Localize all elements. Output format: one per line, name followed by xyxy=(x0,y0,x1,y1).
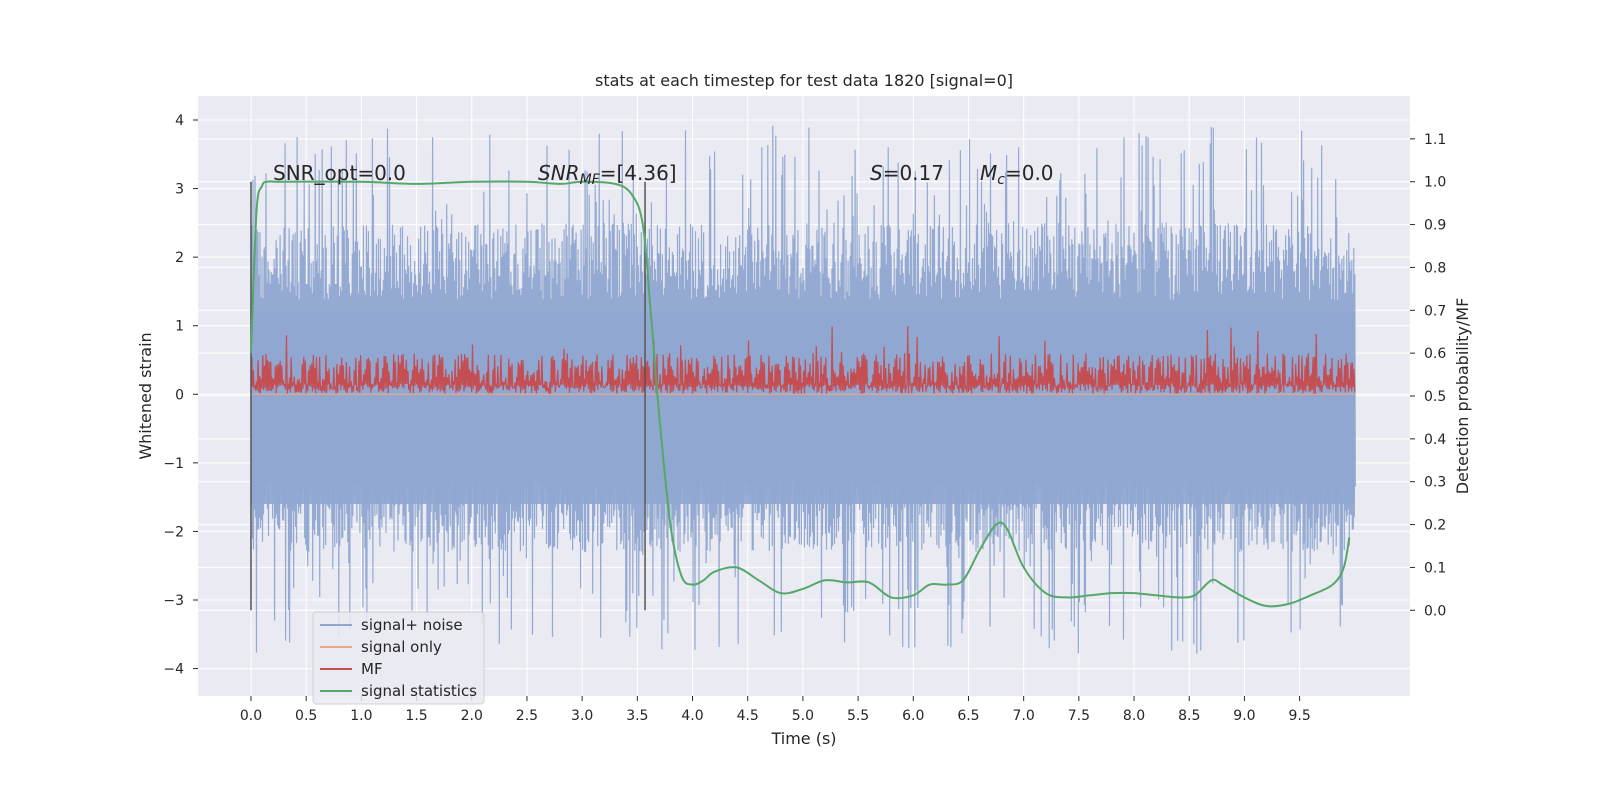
x-tick-label: 8.0 xyxy=(1123,708,1145,724)
y-tick-label: 1 xyxy=(175,319,184,335)
signal-noise-series xyxy=(250,125,1356,654)
annotation-snr-opt: SNR_opt=0.0 xyxy=(273,161,406,185)
y-tick-label: 4 xyxy=(175,113,184,129)
x-tick-label: 1.5 xyxy=(405,708,427,724)
y2-tick-label: 0.7 xyxy=(1424,303,1446,319)
x-tick-label: 9.5 xyxy=(1288,708,1310,724)
y-axis-label: Whitened strain xyxy=(136,332,155,459)
y2-tick-label: 0.6 xyxy=(1424,346,1446,362)
y2-tick-label: 0.3 xyxy=(1424,475,1446,491)
y2-tick-label: 0.5 xyxy=(1424,389,1446,405)
y2-tick-label: 0.2 xyxy=(1424,518,1446,534)
annotation-s: S=0.17 xyxy=(870,161,944,185)
y2-axis-label: Detection probability/MF xyxy=(1453,298,1472,495)
x-tick-label: 5.5 xyxy=(847,708,869,724)
legend-label-signal-only: signal only xyxy=(361,638,442,656)
y2-tick-label: 0.8 xyxy=(1424,260,1446,276)
y2-tick-label: 0.1 xyxy=(1424,560,1446,576)
x-tick-label: 1.0 xyxy=(350,708,372,724)
legend-label-signal-statistics: signal statistics xyxy=(361,682,477,700)
y-tick-label: −4 xyxy=(163,662,184,678)
x-tick-label: 7.0 xyxy=(1013,708,1035,724)
x-tick-label: 5.0 xyxy=(792,708,814,724)
x-tick-label: 0.5 xyxy=(295,708,317,724)
annotation-mc-symbol: M xyxy=(980,161,997,185)
annotation-snr-mf-symbol: SNR xyxy=(538,161,580,185)
y-tick-label: −1 xyxy=(163,456,184,472)
x-tick-label: 4.0 xyxy=(681,708,703,724)
x-tick-label: 3.5 xyxy=(626,708,648,724)
y2-tick-label: 1.1 xyxy=(1424,132,1446,148)
x-tick-label: 6.0 xyxy=(902,708,924,724)
x-tick-label: 4.5 xyxy=(737,708,759,724)
y-tick-label: 0 xyxy=(175,387,184,403)
annotation-mc-value: =0.0 xyxy=(1005,161,1054,185)
chart-title: stats at each timestep for test data 182… xyxy=(595,71,1013,90)
legend-label-signal-noise: signal+ noise xyxy=(361,616,463,634)
x-tick-label: 9.0 xyxy=(1233,708,1255,724)
y-tick-label: −3 xyxy=(163,593,184,609)
x-tick-label: 0.0 xyxy=(240,708,262,724)
x-tick-label: 2.5 xyxy=(516,708,538,724)
x-tick-label: 6.5 xyxy=(957,708,979,724)
x-tick-label: 7.5 xyxy=(1068,708,1090,724)
ticks: 0.0 0.5 1.0 1.5 2.0 2.5 3.0 3.5 4.0 4.5 5.0 5.5 6.0 6… xyxy=(163,113,1446,724)
legend-label-mf: MF xyxy=(361,660,383,678)
mf-series xyxy=(250,326,1356,395)
annotation-snr-mf: SNRMF=[4.36] xyxy=(538,161,677,188)
y-tick-label: −2 xyxy=(163,524,184,540)
annotation-snr-mf-value: =[4.36] xyxy=(600,161,677,185)
annotation-snr-mf-subscript: MF xyxy=(580,172,601,188)
annotation-mc-subscript: c xyxy=(997,172,1005,188)
x-tick-label: 3.0 xyxy=(571,708,593,724)
annotation-s-value: =0.17 xyxy=(883,161,944,185)
y2-tick-label: 0.9 xyxy=(1424,218,1446,234)
y2-tick-label: 0.0 xyxy=(1424,603,1446,619)
legend: signal+ noise signal only MF signal stat… xyxy=(312,611,485,705)
y-tick-label: 2 xyxy=(175,250,184,266)
x-tick-label: 8.5 xyxy=(1178,708,1200,724)
x-axis-label: Time (s) xyxy=(770,729,836,748)
y-tick-label: 3 xyxy=(175,182,184,198)
annotation-mc: Mc=0.0 xyxy=(980,161,1054,188)
y2-tick-label: 1.0 xyxy=(1424,175,1446,191)
mf-line xyxy=(250,326,1356,395)
signal-statistics-line xyxy=(250,180,1351,608)
y2-tick-label: 0.4 xyxy=(1424,432,1446,448)
signal-statistics-series xyxy=(250,180,1351,608)
annotation-s-symbol: S xyxy=(870,161,883,185)
signal-noise-core xyxy=(250,312,1355,504)
legend-box xyxy=(312,611,485,705)
x-tick-label: 2.0 xyxy=(461,708,483,724)
